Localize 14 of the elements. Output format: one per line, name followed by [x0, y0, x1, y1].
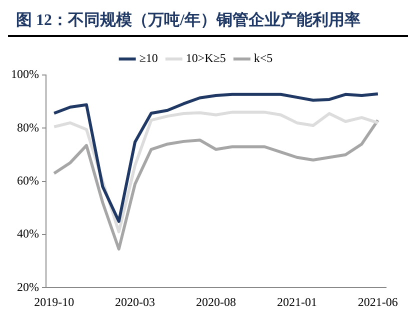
legend-label: ≥10 [139, 51, 158, 66]
chart-title: 图 12：不同规模（万吨/年）铜管企业产能利用率 [8, 8, 408, 37]
x-tick-label: 2020-08 [196, 294, 236, 309]
y-tick-label: 60% [16, 173, 39, 188]
y-tick-label: 20% [16, 280, 39, 294]
x-tick-label: 2019-10 [34, 294, 74, 309]
x-tick-label: 2021-01 [276, 294, 317, 309]
x-tick-label: 2020-03 [115, 294, 156, 309]
y-tick-label: 80% [16, 120, 39, 134]
legend-label: k<5 [254, 51, 273, 66]
y-tick-label: 100% [10, 67, 39, 82]
x-tick-label: 2021-06 [358, 294, 398, 309]
y-tick-label: 40% [16, 226, 39, 241]
legend-label: 10>K≥5 [186, 51, 226, 66]
